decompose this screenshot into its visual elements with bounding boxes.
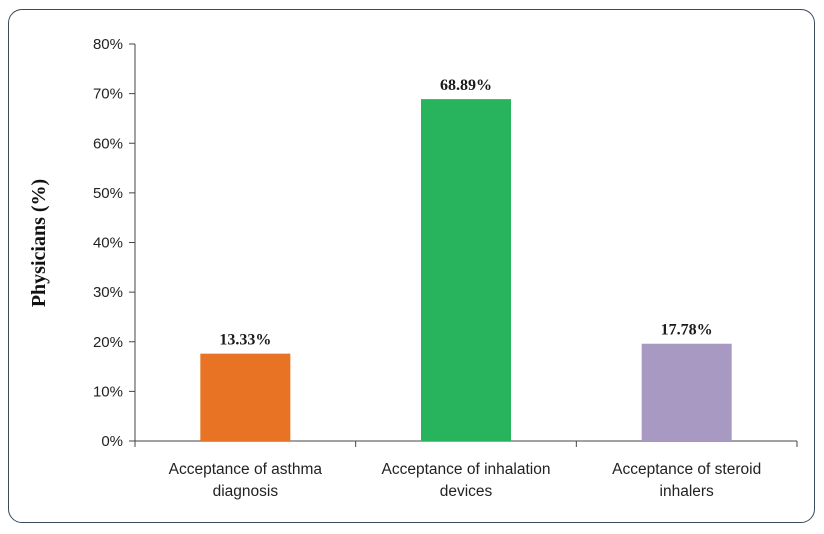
y-tick-label: 50% xyxy=(93,185,123,202)
y-tick-label: 10% xyxy=(93,383,123,400)
axes: 0% 10% 20% 30% 40% 50% 60% 70% 80% xyxy=(93,36,798,450)
y-tick-label: 60% xyxy=(93,135,123,152)
x-category-label: Acceptance of inhalation devices xyxy=(382,461,551,500)
bar xyxy=(421,99,511,442)
y-tick-label: 80% xyxy=(93,36,123,53)
y-tick-label: 40% xyxy=(93,235,123,252)
x-category-label-line: Acceptance of steroid xyxy=(612,461,761,478)
data-label: 68.89% xyxy=(440,77,492,94)
data-label: 17.78% xyxy=(661,322,713,339)
x-category-label: Acceptance of steroid inhalers xyxy=(612,461,761,500)
x-category-label-line: devices xyxy=(440,483,493,500)
bar xyxy=(641,343,732,441)
data-labels: 13.33% 68.89% 17.78% xyxy=(219,77,712,349)
x-category-label-line: diagnosis xyxy=(213,483,279,500)
bar xyxy=(200,353,291,441)
x-category-label-line: Acceptance of inhalation xyxy=(382,461,551,478)
y-axis-label: Physicians (%) xyxy=(28,179,50,307)
y-tick-label: 20% xyxy=(93,334,123,351)
y-tick-label: 70% xyxy=(93,86,123,103)
x-category-label-line: inhalers xyxy=(660,483,715,500)
bars xyxy=(200,99,732,442)
x-axis-categories: Acceptance of asthma diagnosisAcceptance … xyxy=(169,461,762,500)
y-tick-label: 30% xyxy=(93,284,123,301)
chart-frame xyxy=(8,9,815,523)
data-label: 13.33% xyxy=(219,332,271,349)
x-category-label-line: Acceptance of asthma xyxy=(169,461,323,478)
x-category-label: Acceptance of asthma diagnosis xyxy=(169,461,323,500)
y-tick-label: 0% xyxy=(101,433,123,450)
